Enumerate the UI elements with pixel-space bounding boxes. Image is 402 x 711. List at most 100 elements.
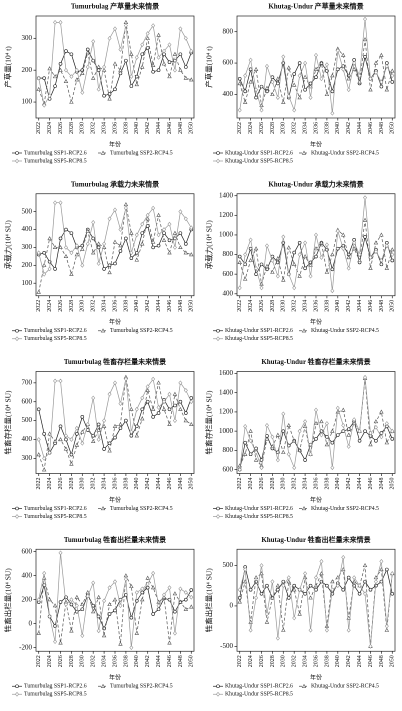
point (161, 406, 167, 411)
point (379, 434, 384, 440)
point (118, 71, 123, 76)
x-tick-label: 2030 (281, 655, 287, 667)
x-tick-label: 2042 (346, 300, 352, 312)
point (178, 380, 183, 386)
point (308, 627, 313, 633)
chart-title: Khutag-Undur 承载力未来情景 (268, 179, 363, 188)
point (314, 52, 318, 58)
point (178, 406, 183, 411)
point (286, 596, 291, 600)
point (64, 437, 68, 442)
point (390, 68, 395, 73)
y-tick-label: 200 (22, 261, 33, 269)
point (47, 93, 52, 99)
point (140, 241, 145, 246)
x-tick-label: 2038 (123, 478, 129, 490)
legend-label: Tumurbulag SSP2-RCP4.5 (110, 150, 173, 156)
point (156, 232, 161, 238)
point (319, 419, 324, 424)
point (264, 611, 269, 617)
point (167, 585, 172, 591)
point (390, 258, 395, 263)
point (281, 627, 286, 632)
point (275, 95, 280, 100)
point (308, 583, 313, 588)
point (373, 70, 378, 75)
point (259, 285, 264, 291)
point (96, 261, 101, 266)
point (346, 432, 351, 437)
point (91, 395, 96, 401)
point (124, 418, 128, 423)
point (254, 595, 259, 601)
x-tick-label: 2038 (123, 300, 129, 312)
point (183, 75, 189, 80)
x-tick-label: 2028 (69, 300, 75, 312)
x-tick-label: 2022 (237, 122, 243, 134)
x-tick-label: 2024 (248, 655, 254, 667)
point (292, 250, 297, 255)
point (384, 421, 389, 426)
legend-marker (15, 328, 19, 333)
point (80, 70, 85, 75)
legend-label: Khutag-Undur SSP2-RCP4.5 (311, 684, 379, 690)
point (384, 87, 390, 92)
point (112, 423, 118, 428)
point (259, 84, 264, 89)
x-tick-label: 2040 (335, 478, 341, 490)
point (308, 451, 313, 457)
point (150, 239, 156, 244)
legend-marker (15, 336, 19, 342)
point (69, 437, 74, 442)
point (303, 591, 307, 596)
point (292, 82, 297, 87)
x-tick-label: 2022 (237, 655, 243, 667)
y-tick-label: -200 (19, 643, 32, 651)
point (384, 243, 389, 249)
point (324, 242, 329, 248)
x-tick-label: 2040 (335, 122, 341, 134)
point (259, 107, 264, 113)
y-tick-label: 400 (22, 571, 33, 579)
point (373, 424, 378, 430)
point (237, 467, 242, 473)
x-tick-label: 2028 (69, 478, 75, 490)
point (275, 76, 281, 81)
point (286, 451, 291, 457)
point (69, 231, 74, 235)
point (74, 603, 79, 609)
point (242, 451, 248, 456)
x-axis-label: 年份 (310, 140, 322, 148)
point (330, 440, 335, 445)
point (47, 236, 52, 241)
x-tick-label: 2024 (248, 122, 254, 134)
y-tick-label: 1600 (219, 369, 234, 377)
point (140, 597, 145, 602)
point (96, 437, 101, 442)
point (302, 254, 308, 259)
x-tick-label: 2034 (101, 655, 107, 667)
legend-label: Tumurbulag SSP2-RCP4.5 (110, 328, 173, 334)
point (335, 246, 340, 251)
point (352, 60, 357, 66)
panel: Tumurbulag 承载力未来情景 100 200 300 400 500 2022 202… (3, 179, 195, 342)
point (243, 89, 247, 94)
point (161, 61, 167, 66)
point (237, 81, 242, 86)
point (145, 399, 150, 404)
point (178, 26, 183, 32)
point (151, 570, 156, 576)
point (363, 54, 367, 59)
point (129, 230, 134, 235)
point (113, 26, 117, 32)
point (172, 418, 177, 423)
chart-title: Khutag-Undur 牲畜存栏量未来情景 (261, 357, 370, 366)
point (286, 93, 291, 99)
y-axis-label: 承载力(10⁴ SU) (3, 220, 13, 270)
point (275, 635, 280, 641)
x-tick-label: 2022 (36, 300, 42, 312)
x-tick-label: 2042 (145, 655, 151, 667)
point (390, 73, 395, 78)
point (275, 432, 281, 437)
point (183, 250, 189, 255)
